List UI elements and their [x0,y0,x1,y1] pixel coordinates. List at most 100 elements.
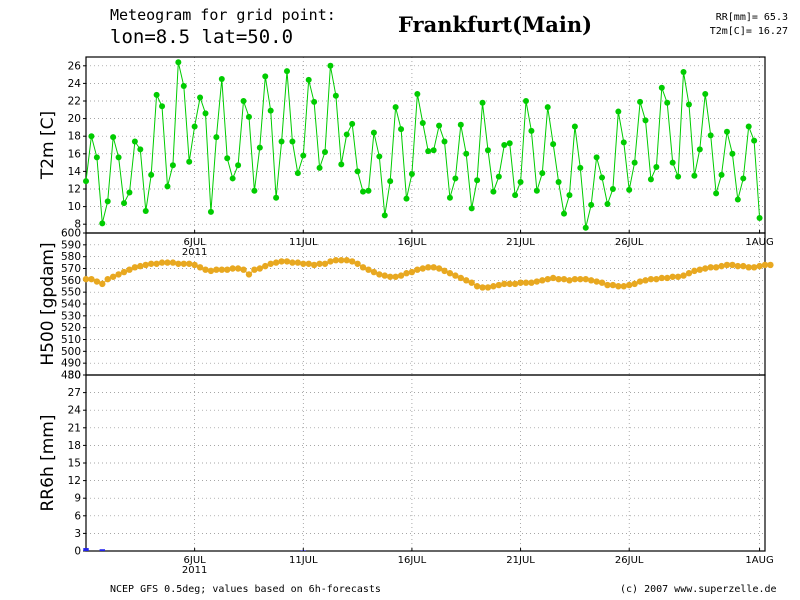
data-point [99,280,106,288]
data-point [430,264,437,271]
data-point [419,265,426,272]
data-point [343,131,350,138]
data-point [104,275,111,283]
data-point [723,261,731,269]
data-point [386,273,394,280]
data-point [430,147,437,154]
data-point [446,270,454,277]
data-point [234,265,242,272]
data-point [647,275,655,283]
data-point [718,262,725,270]
data-point [756,262,763,270]
data-point [164,259,171,266]
data-point [343,257,350,264]
data-point [191,123,198,130]
data-point [99,220,106,227]
y-tick-label: 540 [61,299,81,311]
data-point [381,272,388,279]
data-point [153,260,160,267]
data-point [376,153,383,160]
data-point [734,196,741,203]
data-point [202,110,209,117]
data-point [436,122,443,129]
data-point [620,139,627,146]
data-point [713,190,720,197]
data-point [403,195,410,202]
data-point [452,272,459,279]
data-point [240,266,247,273]
data-point [256,265,264,272]
data-point [229,175,236,182]
panel-0: 8 10 12 14 16 18 20 22 24 26 T2m [C] [38,56,766,234]
y-tick-label: 3 [74,528,81,540]
y-tick-label: 520 [61,322,81,334]
data-point [256,144,263,151]
data-point [283,68,290,75]
data-point [196,264,204,271]
y-tick-label: 16 [68,148,82,160]
y-tick-label: 24 [68,405,82,417]
data-point [398,126,405,133]
y-tick-label: 480 [61,370,81,382]
data-point [756,215,763,222]
data-point [142,208,149,214]
data-point [571,123,578,130]
data-point [740,175,747,182]
data-point [207,267,215,275]
data-point [685,101,692,108]
data-point [539,277,546,284]
data-point [327,62,334,69]
y-tick-label: 12 [68,184,81,196]
data-point [93,154,100,161]
data-point [267,260,274,267]
data-point [83,178,89,185]
data-point [441,267,448,275]
data-point [349,120,356,127]
data-point [419,120,426,126]
data-point [642,277,649,284]
data-point [712,264,720,271]
data-point [468,205,475,212]
header-title: Meteogram for grid point: [110,6,336,24]
data-point [148,171,155,178]
data-point [517,279,524,286]
data-point [435,265,443,272]
data-point [674,273,682,280]
data-point [403,270,410,277]
data-point [365,266,372,273]
data-point [533,278,541,285]
data-point [251,266,258,273]
data-point [599,174,606,181]
data-point [414,90,421,97]
y-tick-label: 560 [61,275,81,287]
data-point [316,164,323,171]
data-point [669,273,676,280]
data-point [512,192,519,199]
y-tick-label: 490 [61,358,81,370]
data-point [544,275,551,283]
data-point [262,262,269,270]
data-point [631,280,638,288]
data-point [370,129,377,136]
data-point [729,261,736,269]
data-point [120,268,128,276]
data-point [360,188,367,195]
data-point [441,138,448,145]
data-point [121,200,128,207]
data-point [159,103,166,110]
data-point [425,148,432,155]
data-point [359,264,367,271]
data-point [484,284,492,291]
data-point [164,183,171,190]
precip-bar [83,548,89,551]
x-tick-label: 21JUL [506,555,535,566]
data-point [191,261,198,269]
panel-2: 0 3 6 9 12 15 18 21 24 27 30 RR6h [mm] [38,370,766,558]
data-point [680,272,687,279]
year-label: 2011 [182,565,207,576]
data-point [381,212,388,219]
data-point [278,258,285,265]
data-point [609,281,617,289]
data-point [229,265,236,272]
data-point [549,274,557,282]
